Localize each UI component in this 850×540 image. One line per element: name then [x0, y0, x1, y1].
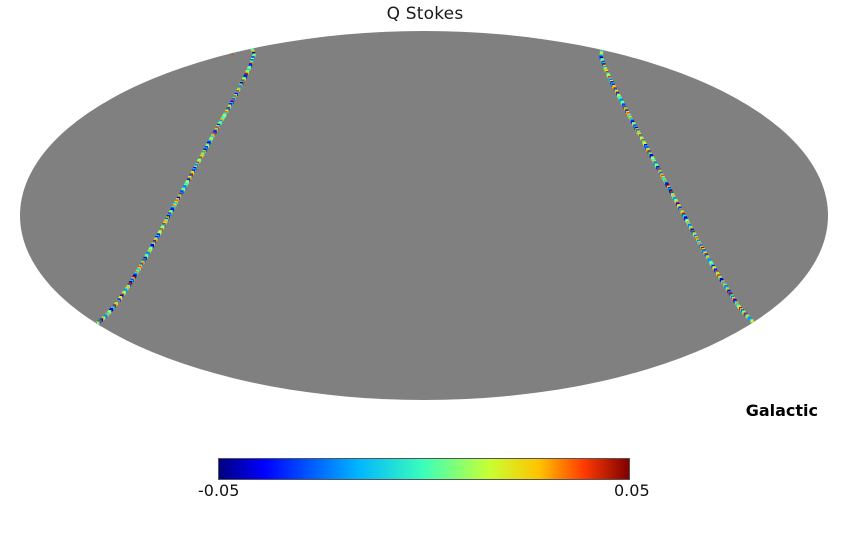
scan-sample-pixel [246, 44, 250, 48]
colorbar-min-label: -0.05 [198, 481, 240, 500]
scan-sample-pixel [618, 49, 622, 53]
scan-sample-pixel [240, 44, 244, 48]
scan-sample-pixel [89, 324, 93, 328]
scan-sample-pixel [239, 44, 243, 49]
scan-sample-pixel [235, 47, 239, 51]
page-title: Q Stokes [386, 4, 464, 24]
scan-sample-pixel [244, 43, 249, 47]
mollweide-sky-map[interactable] [20, 31, 828, 400]
colorbar[interactable] [218, 458, 630, 480]
scan-sample-pixel [242, 44, 246, 48]
scan-sample-pixel [603, 44, 608, 48]
scan-sample-pixel [606, 43, 610, 47]
scan-sample-pixel [93, 322, 97, 326]
scan-sample-pixel [236, 46, 240, 50]
scan-sample-pixel [616, 47, 620, 51]
colorbar-gradient [218, 458, 630, 480]
scan-sample-pixel [750, 319, 754, 323]
scan-tracks-group [82, 43, 754, 328]
scan-sample-pixel [233, 49, 237, 53]
scan-sample-pixel [247, 45, 251, 49]
scan-sample-pixel [617, 48, 621, 52]
scan-sample-pixel [86, 323, 90, 328]
scan-sample-pixel [601, 46, 605, 50]
scan-sample-pixel [614, 45, 618, 50]
scan-sample-pixel [609, 43, 613, 48]
scan-sample-pixel [248, 45, 253, 49]
scan-sample-pixel [611, 44, 616, 48]
map-background-ellipse [20, 31, 828, 400]
scan-sample-pixel [82, 322, 86, 326]
scan-sample-pixel [90, 323, 95, 327]
scan-sample-pixel [605, 43, 609, 47]
scan-sample-pixel [607, 43, 611, 47]
scan-sample-pixel [234, 48, 238, 52]
scan-track-overlay [82, 43, 754, 328]
scan-sample-pixel [602, 45, 607, 49]
scan-sample-pixel [610, 44, 614, 48]
scan-sample-pixel [237, 45, 242, 49]
scan-sample-pixel [232, 50, 236, 54]
scan-sample-pixel [83, 322, 88, 327]
scan-sample-pixel [243, 43, 247, 47]
scan-sample-pixel [615, 46, 619, 50]
scan-sample-pixel [88, 324, 92, 328]
scan-sample-pixel [85, 323, 89, 327]
colorbar-max-label: 0.05 [614, 481, 650, 500]
scan-sample-pixel [613, 44, 617, 49]
coordinate-system-label: Galactic [745, 401, 818, 420]
scan-sample-pixel [92, 322, 96, 327]
